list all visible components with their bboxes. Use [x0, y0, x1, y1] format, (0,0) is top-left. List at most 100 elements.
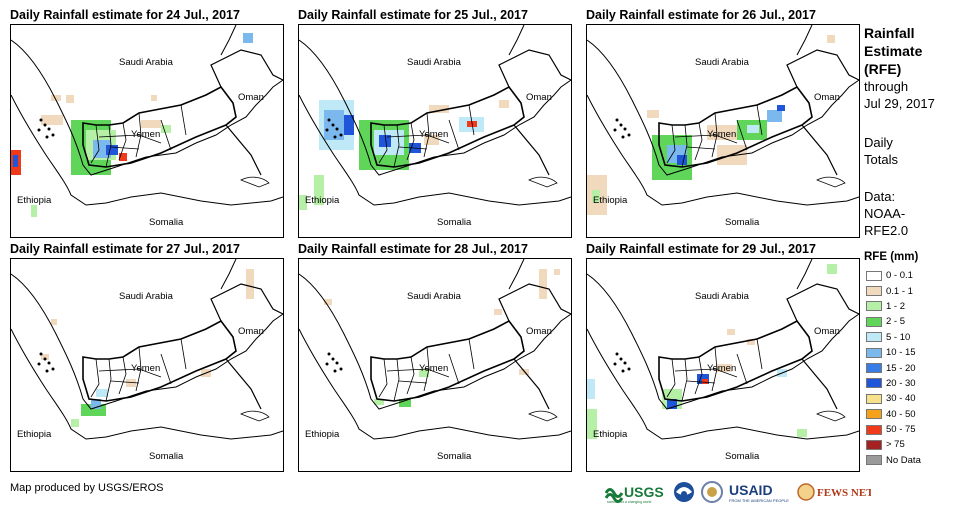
governorate-border: [666, 358, 676, 398]
governorate-border: [686, 380, 716, 384]
fewsnet-logo-text: FEWS NET: [817, 487, 871, 499]
coastline-africa: [11, 328, 283, 440]
label-ethiopia: Ethiopia: [17, 195, 52, 206]
sidebar-data-label: Data:: [864, 189, 896, 204]
rainfall-patch: [399, 399, 411, 407]
rainfall-patch: [126, 379, 136, 387]
label-yemen: Yemen: [131, 129, 160, 140]
label-oman: Oman: [238, 326, 264, 337]
label-somalia: Somalia: [149, 217, 184, 228]
rainfall-patch: [592, 190, 600, 202]
panel-title-29: Daily Rainfall estimate for 29 Jul., 201…: [586, 242, 816, 256]
island-dot: [47, 361, 51, 365]
legend-swatch: [866, 424, 882, 435]
governorate-border: [98, 134, 162, 144]
map-svg: Saudi Arabia Oman Yemen Ethiopia Somalia: [587, 259, 859, 462]
legend-swatch: [866, 378, 882, 389]
island-dot: [327, 118, 331, 122]
governorate-border: [135, 112, 142, 158]
label-saudi-arabia: Saudi Arabia: [119, 57, 174, 68]
rainfall-patch: [429, 105, 449, 113]
governorate-border: [694, 356, 703, 395]
usaid-tagline: FROM THE AMERICAN PEOPLE: [729, 498, 789, 503]
governorate-border: [398, 380, 428, 384]
rainfall-patch: [13, 155, 18, 167]
rainfall-patch: [41, 354, 49, 360]
coastline-africa: [587, 328, 859, 440]
oman-border: [786, 49, 859, 88]
island-dot: [45, 369, 49, 373]
oman-yemen-border: [225, 358, 262, 410]
label-oman: Oman: [526, 326, 552, 337]
saudi-oman-border: [220, 25, 237, 56]
governorate-border: [674, 134, 738, 144]
coastline-africa: [11, 94, 283, 206]
island-dot: [39, 118, 43, 122]
rainfall-patch: [141, 120, 161, 128]
governorate-border: [180, 338, 187, 370]
coastline-africa: [299, 328, 571, 440]
rainfall-layer: [324, 269, 560, 407]
island-dot: [339, 367, 343, 371]
label-ethiopia: Ethiopia: [593, 429, 628, 440]
governorate-border: [160, 353, 172, 385]
legend-item: 20 - 30: [866, 376, 921, 391]
label-ethiopia: Ethiopia: [305, 429, 340, 440]
legend-label: 50 - 75: [886, 424, 916, 436]
legend-item: 40 - 50: [866, 407, 921, 422]
sidebar-title-line3: (RFE): [864, 61, 902, 77]
legend-title: RFE (mm): [864, 251, 919, 263]
legend-item: 2 - 5: [866, 314, 921, 329]
label-saudi-arabia: Saudi Arabia: [695, 291, 750, 302]
island-dot: [331, 123, 335, 127]
island-dot: [43, 123, 47, 127]
noaa-logo: [673, 481, 695, 503]
label-yemen: Yemen: [419, 129, 448, 140]
label-ethiopia: Ethiopia: [593, 195, 628, 206]
map-panel-27: Saudi Arabia Oman Yemen Ethiopia Somalia: [10, 258, 284, 472]
panel-title-24: Daily Rainfall estimate for 24 Jul., 201…: [10, 8, 240, 22]
oman-border: [498, 283, 571, 322]
label-yemen: Yemen: [707, 129, 736, 140]
legend-label: No Data: [886, 454, 921, 466]
label-oman: Oman: [814, 326, 840, 337]
governorate-border: [378, 124, 388, 164]
coastline-africa: [299, 94, 571, 206]
governorate-border: [98, 368, 162, 378]
governorate-border: [180, 104, 187, 136]
legend-item: 15 - 20: [866, 360, 921, 375]
island-dot: [51, 133, 55, 137]
rainfall-patch: [702, 379, 708, 384]
sidebar-daily-totals: Daily Totals: [864, 134, 898, 168]
island-dot: [335, 127, 339, 131]
governorate-border: [423, 346, 430, 392]
legend-swatch: [866, 409, 882, 420]
rainfall-patch: [106, 145, 118, 155]
label-yemen: Yemen: [707, 363, 736, 374]
yemen-border: [82, 319, 237, 402]
governorate-border: [756, 338, 763, 370]
governorate-border: [694, 122, 703, 161]
yemen-border: [370, 319, 525, 402]
rainfall-patch: [41, 115, 63, 125]
island-dot: [51, 367, 55, 371]
island-dot: [37, 128, 41, 132]
legend-swatch: [866, 332, 882, 343]
panel-title-25: Daily Rainfall estimate for 25 Jul., 201…: [298, 8, 528, 22]
rainfall-patch: [243, 33, 253, 43]
governorate-border: [406, 356, 415, 395]
rainfall-patch: [299, 195, 307, 210]
governorate-border: [406, 122, 415, 161]
rainfall-patch: [677, 155, 687, 165]
socotra-island: [528, 176, 558, 188]
sidebar-title-line2: Estimate: [864, 43, 923, 59]
fewsnet-logo-graphic: FEWS NET: [797, 483, 871, 501]
label-saudi-arabia: Saudi Arabia: [407, 57, 462, 68]
map-panel-24: Saudi Arabia Oman Yemen Ethiopia Somalia: [10, 24, 284, 238]
sidebar-title: Rainfall Estimate (RFE) through Jul 29, …: [864, 24, 935, 112]
governorate-border: [386, 368, 450, 378]
island-dot: [331, 357, 335, 361]
label-ethiopia: Ethiopia: [17, 429, 52, 440]
legend-swatch: [866, 270, 882, 281]
legend-label: 20 - 30: [886, 377, 916, 389]
